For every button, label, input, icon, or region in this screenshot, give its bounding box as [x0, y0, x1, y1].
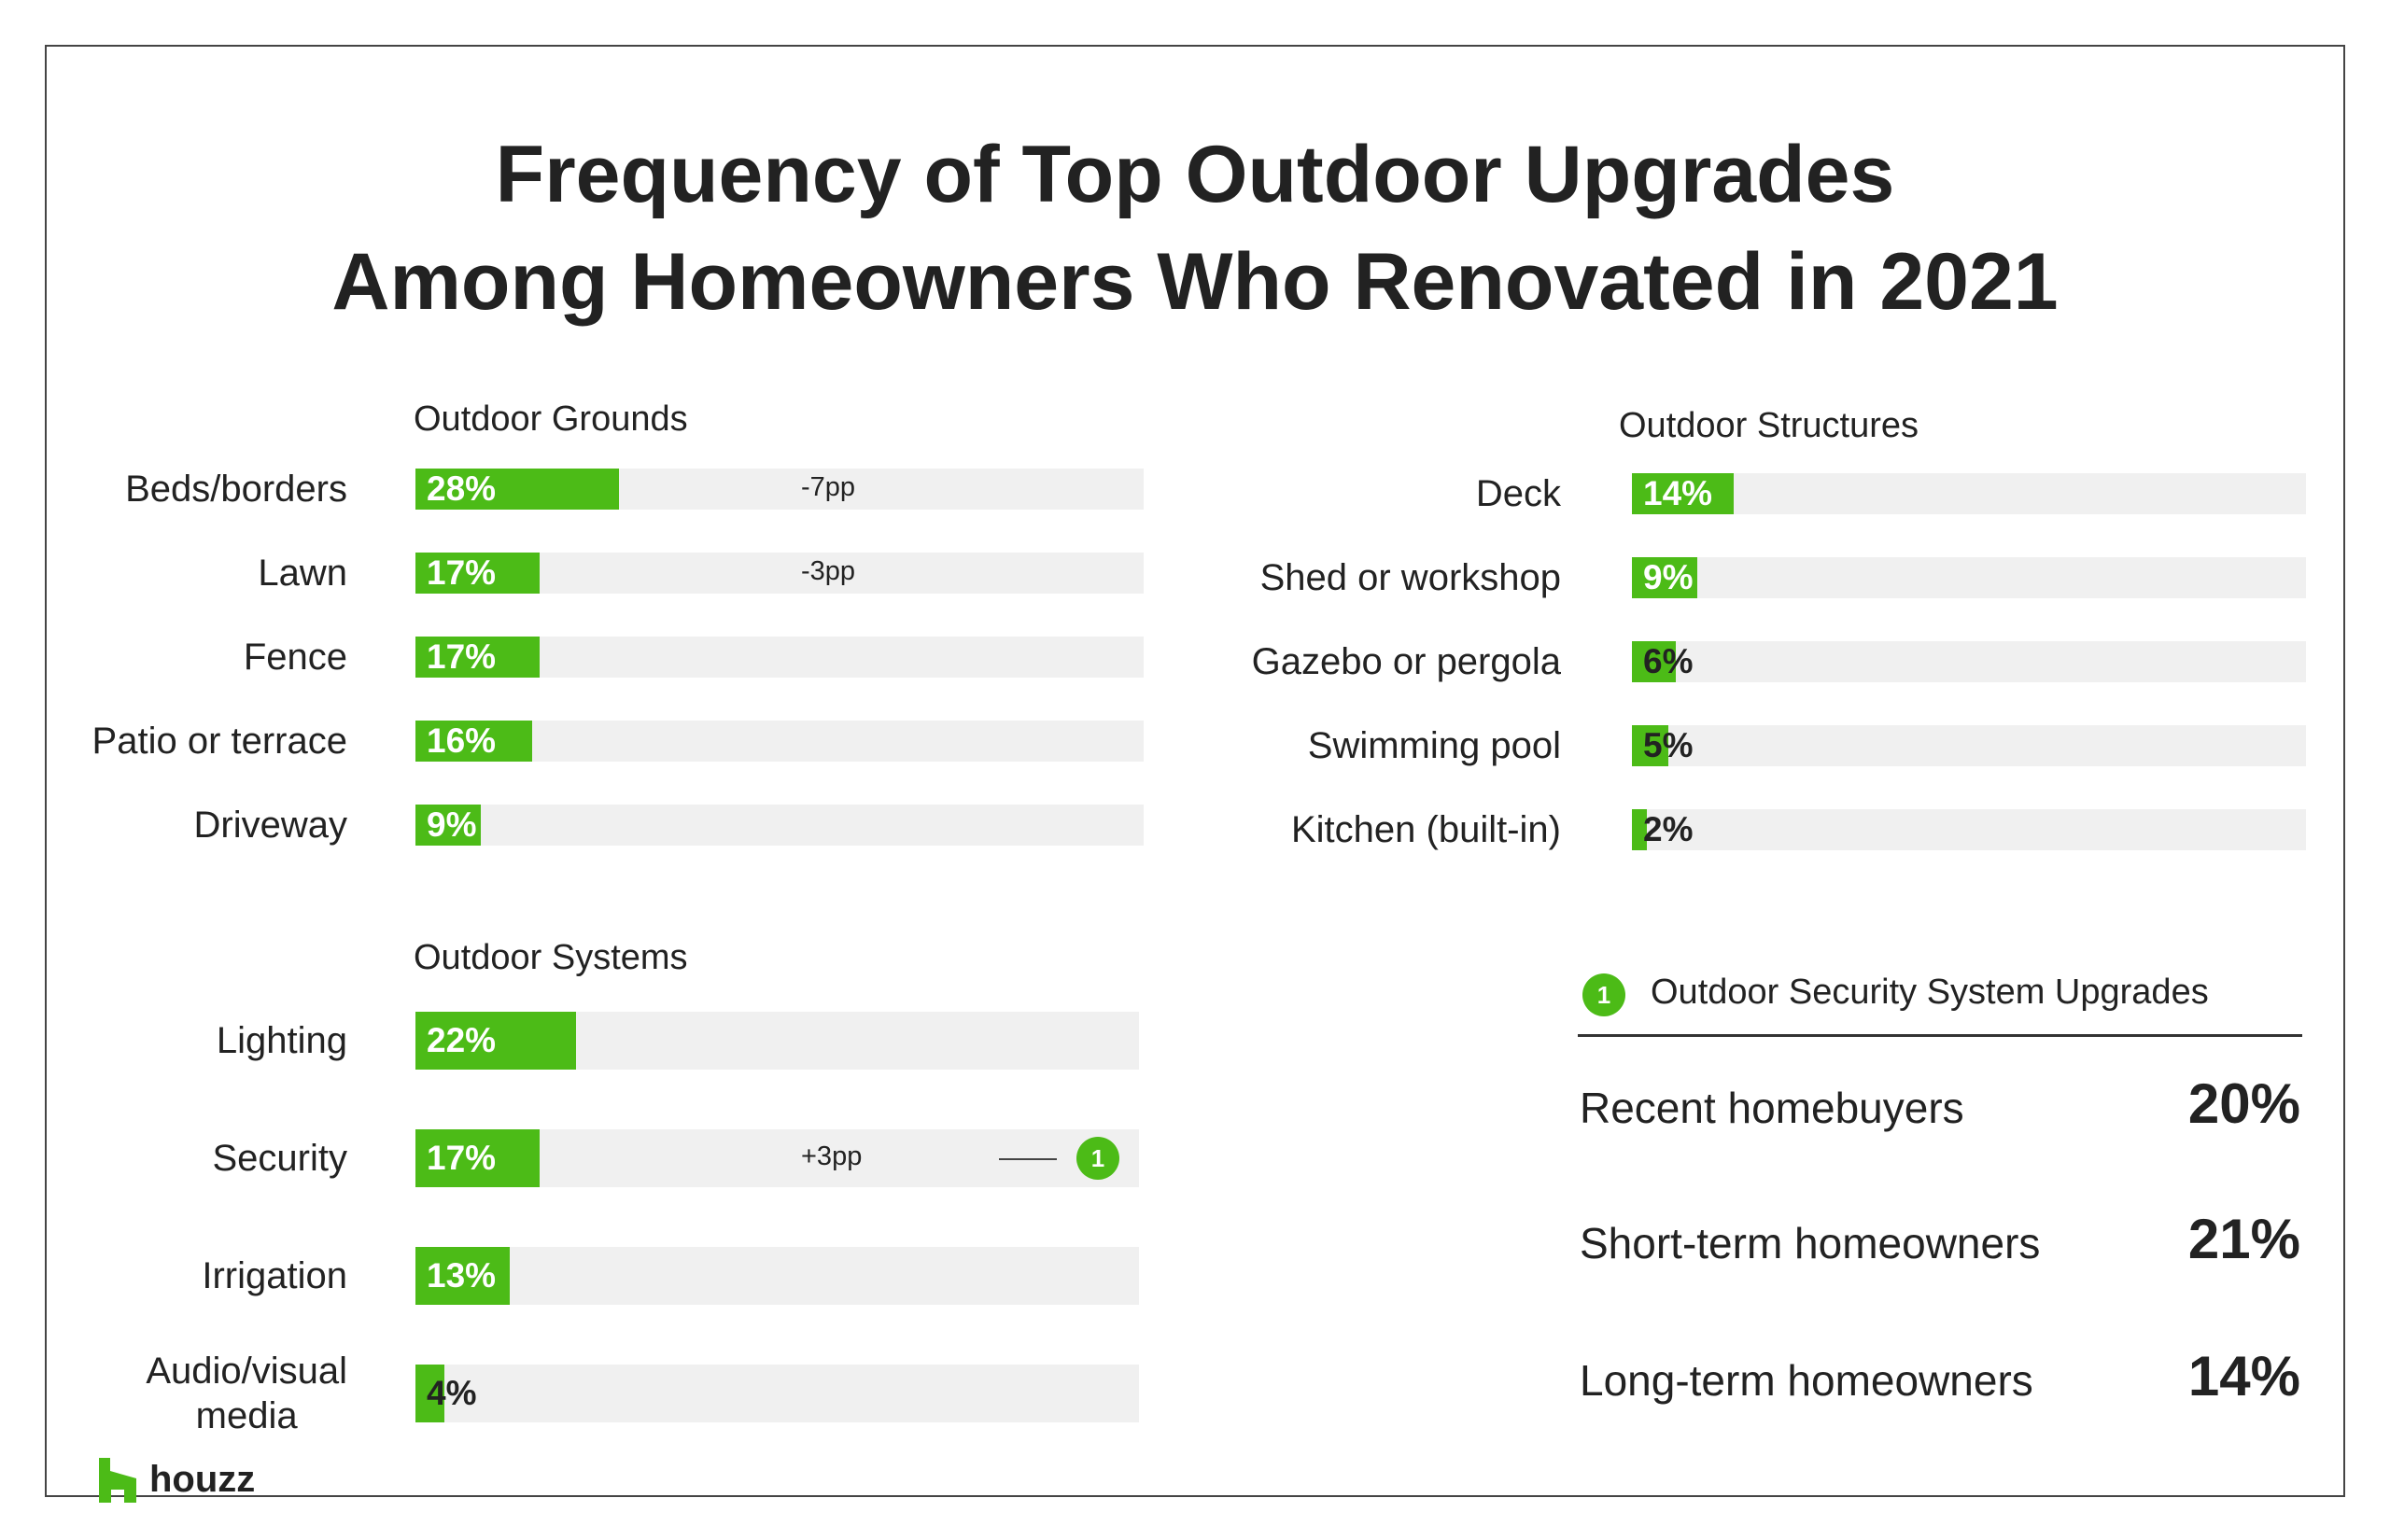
- bar: [415, 553, 540, 594]
- chart-frame: [45, 45, 2345, 1497]
- callout-leader-line: [999, 1158, 1057, 1160]
- security-row-value: 14%: [2187, 1345, 2300, 1407]
- bar-value-label: 16%: [427, 721, 497, 760]
- security-panel-divider: [1578, 1034, 2302, 1037]
- change-annotation: +3pp: [801, 1141, 863, 1171]
- bar: [1632, 809, 1647, 850]
- bar-value-label: 4%: [427, 1374, 477, 1412]
- bar-track: 16%: [415, 721, 1144, 762]
- bar-category-label: Lighting: [216, 1020, 347, 1061]
- bar: [415, 805, 482, 846]
- bar-value-label: 13%: [427, 1256, 497, 1295]
- bar-value-label: 14%: [1643, 474, 1713, 512]
- section-title-outdoor-grounds: Outdoor Grounds: [414, 399, 688, 439]
- bar-value-label: 5%: [1643, 726, 1694, 764]
- bar-category-label: Shed or workshop: [1259, 557, 1561, 598]
- bar-category-label: Beds/borders: [125, 469, 347, 510]
- bar-track: 28%: [415, 469, 1144, 510]
- bar-track: 22%: [415, 1012, 1139, 1070]
- security-row-value: 21%: [2187, 1208, 2300, 1270]
- houzz-logo-icon: [99, 1458, 136, 1503]
- bar: [1632, 641, 1676, 682]
- bar-category-label: Irrigation: [202, 1255, 347, 1296]
- bar-track: 14%: [1632, 473, 2306, 514]
- bar-category-label: Security: [212, 1138, 348, 1179]
- bar-category-label: Patio or terrace: [91, 721, 347, 762]
- bar-track: 6%: [1632, 641, 2306, 682]
- bar-track: 5%: [1632, 725, 2306, 766]
- bar-value-label: 6%: [1643, 642, 1694, 680]
- bar-value-label: 17%: [427, 1139, 497, 1177]
- bar-value-label: 9%: [1643, 558, 1694, 596]
- bar-category-label: Deck: [1475, 473, 1561, 514]
- bar: [415, 1129, 540, 1187]
- change-annotation: -3pp: [801, 556, 856, 586]
- bar-value-label: 22%: [427, 1021, 497, 1059]
- bar-category-label: Audio/visual media: [146, 1351, 347, 1436]
- chart-title-line-2: Among Homeowners Who Renovated in 2021: [331, 237, 2059, 327]
- bar-value-label: 17%: [427, 637, 497, 676]
- security-row-label: Short-term homeowners: [1580, 1219, 2041, 1267]
- bar-track: 9%: [1632, 557, 2306, 598]
- bar-category-label: Lawn: [258, 553, 347, 594]
- security-panel-title: Outdoor Security System Upgrades: [1651, 973, 2209, 1012]
- bar-track: 9%: [415, 805, 1144, 846]
- bar: [415, 1247, 511, 1305]
- bar: [415, 469, 620, 510]
- bar: [1632, 725, 1668, 766]
- houzz-logo-text: houzz: [149, 1459, 256, 1500]
- callout-badge: 1: [1076, 1137, 1119, 1180]
- bar: [415, 1012, 576, 1070]
- bar-track: 2%: [1632, 809, 2306, 850]
- bar-track: 17%: [415, 553, 1144, 594]
- bar-track: 17%: [415, 637, 1144, 678]
- bar: [1632, 557, 1698, 598]
- bar-category-label: Driveway: [193, 805, 347, 846]
- security-row-label: Recent homebuyers: [1580, 1084, 1964, 1132]
- security-row-label: Long-term homeowners: [1580, 1356, 2033, 1405]
- security-callout-badge: 1: [1582, 973, 1625, 1016]
- chart-title: Frequency of Top Outdoor Upgrades Among …: [0, 121, 2390, 336]
- bar-track: 4%: [415, 1365, 1139, 1422]
- bar: [415, 721, 532, 762]
- bar-value-label: 17%: [427, 553, 497, 592]
- bar-category-label: Kitchen (built-in): [1290, 809, 1561, 850]
- bar-category-label: Gazebo or pergola: [1251, 641, 1561, 682]
- section-title-outdoor-systems: Outdoor Systems: [414, 938, 688, 977]
- bar-value-label: 9%: [427, 805, 477, 844]
- bar: [1632, 473, 1735, 514]
- bar-category-label: Swimming pool: [1307, 725, 1561, 766]
- change-annotation: -7pp: [801, 472, 856, 502]
- bar-track: 13%: [415, 1247, 1139, 1305]
- bar-category-label: Fence: [243, 637, 347, 678]
- security-row-value: 20%: [2187, 1072, 2300, 1135]
- bar-value-label: 2%: [1643, 810, 1694, 848]
- bar-value-label: 28%: [427, 469, 497, 508]
- bar: [415, 1365, 445, 1422]
- chart-title-line-1: Frequency of Top Outdoor Upgrades: [495, 130, 1895, 219]
- bar: [415, 637, 540, 678]
- section-title-outdoor-structures: Outdoor Structures: [1619, 406, 1919, 445]
